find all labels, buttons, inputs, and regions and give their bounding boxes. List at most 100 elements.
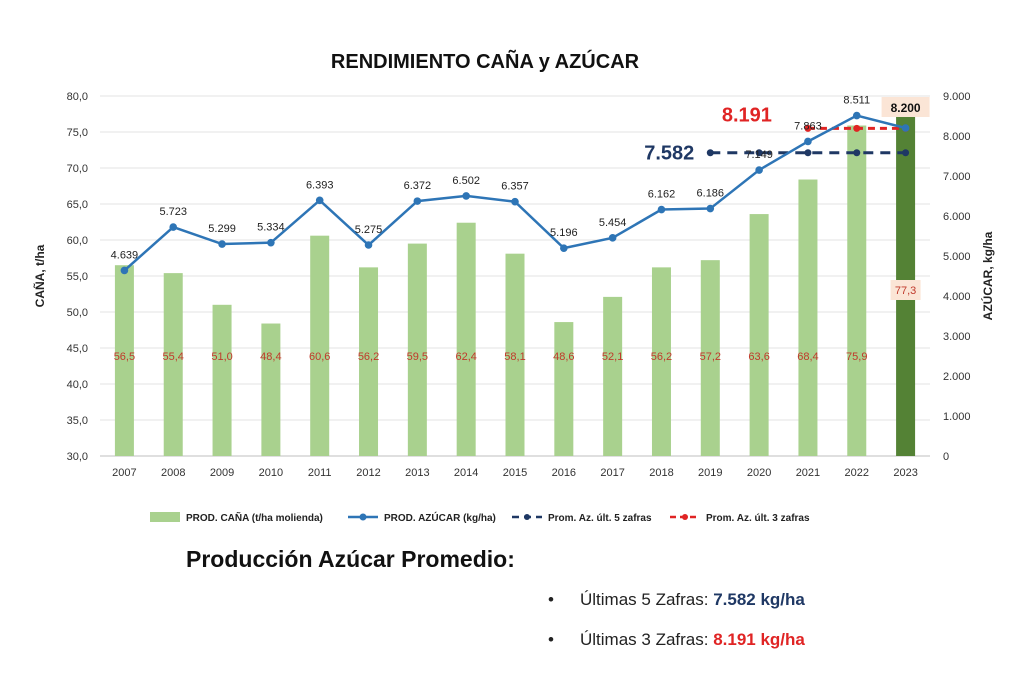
bar	[651, 267, 671, 456]
avg5-point	[706, 149, 714, 157]
bar-value-label: 51,0	[211, 351, 232, 363]
bar-value-label: 77,3	[895, 285, 916, 297]
avg3-label: 8.191	[722, 104, 772, 126]
sugar-value-label: 7.863	[794, 120, 822, 132]
summary-item-last5: • Últimas 5 Zafras: 7.582 kg/ha	[548, 588, 805, 628]
sugar-point	[657, 205, 666, 214]
y-left-tick-label: 80,0	[67, 91, 88, 103]
avg5-point	[853, 149, 861, 157]
sugar-point	[218, 240, 226, 248]
x-tick-label: 2008	[161, 467, 185, 479]
y-left-tick-label: 35,0	[67, 415, 88, 427]
x-tick-label: 2016	[552, 467, 576, 479]
x-tick-label: 2009	[210, 467, 234, 479]
sugar-point	[755, 166, 763, 174]
legend-label-sugar: PROD. AZÚCAR (kg/ha)	[384, 511, 496, 524]
avg3-point	[853, 124, 861, 132]
summary-list: • Últimas 5 Zafras: 7.582 kg/ha • Últimas …	[548, 588, 805, 668]
y-right-tick-label: 2.000	[943, 371, 971, 383]
bullet-icon: •	[548, 630, 554, 649]
bar	[847, 125, 867, 457]
sugar-value-label: 8.200	[891, 101, 921, 115]
legend-marker-sugar	[359, 513, 367, 521]
bar-value-label: 57,2	[700, 351, 721, 363]
bar	[554, 322, 574, 456]
sugar-value-label: 5.334	[257, 222, 285, 234]
y-right-tick-label: 1.000	[943, 411, 971, 423]
sugar-point	[169, 223, 178, 231]
avg5-point	[755, 149, 763, 157]
sugar-point	[901, 124, 910, 132]
bar	[163, 273, 183, 456]
summary-item-last3: • Últimas 3 Zafras: 8.191 kg/ha	[548, 628, 805, 668]
bar-value-label: 60,6	[309, 351, 330, 363]
y-left-tick-label: 50,0	[67, 307, 88, 319]
sugar-line	[123, 114, 906, 272]
bar	[407, 243, 427, 456]
sugar-point	[804, 137, 812, 146]
summary-label-last5: Últimas 5 Zafras:	[580, 590, 714, 609]
bar	[114, 265, 134, 456]
bar	[261, 323, 281, 456]
x-tick-label: 2020	[747, 467, 771, 479]
bar-value-label: 68,4	[797, 351, 818, 363]
bar-value-label: 63,6	[748, 351, 769, 363]
x-tick-label: 2015	[503, 467, 527, 479]
bar	[505, 253, 525, 456]
legend-marker-avg5	[524, 514, 530, 520]
y-left-tick-label: 75,0	[67, 127, 88, 139]
y-left-tick-label: 60,0	[67, 235, 88, 247]
x-tick-label: 2019	[698, 467, 722, 479]
x-tick-label: 2010	[259, 467, 283, 479]
summary-value-last3: 8.191 kg/ha	[713, 630, 805, 649]
bar-value-label: 75,9	[846, 351, 867, 363]
avg5-label: 7.582	[644, 143, 694, 165]
sugar-value-label: 5.275	[355, 224, 383, 236]
bar	[212, 304, 232, 456]
bar-value-label: 52,1	[602, 351, 623, 363]
y-right-tick-label: 6.000	[943, 211, 971, 223]
bar-value-label: 56,2	[358, 351, 379, 363]
chart: RENDIMIENTO CAÑA y AZÚCAR 30,0 35,0 40,0 45…	[32, 49, 995, 524]
bar-value-label: 48,4	[260, 351, 281, 363]
y-right-tick-label: 4.000	[943, 291, 971, 303]
summary-label-last3: Últimas 3 Zafras:	[580, 630, 714, 649]
chart-title: RENDIMIENTO CAÑA y AZÚCAR	[331, 49, 640, 73]
bar	[700, 260, 720, 456]
sugar-value-label: 6.357	[501, 181, 529, 193]
bar	[603, 296, 623, 456]
summary-value-last5: 7.582 kg/ha	[713, 590, 805, 609]
legend-marker-avg3	[682, 514, 688, 520]
sugar-value-label: 5.454	[599, 217, 627, 229]
bar	[310, 235, 330, 456]
legend-label-cane: PROD. CAÑA (t/ha molienda)	[186, 511, 323, 524]
y-right-tick-label: 8.000	[943, 131, 971, 143]
sugar-value-label: 6.162	[648, 189, 676, 201]
bar-value-highlight	[890, 280, 921, 300]
bar-value-label: 56,2	[651, 351, 672, 363]
sugar-value-label: 6.502	[452, 175, 480, 187]
y-left-tick-label: 45,0	[67, 343, 88, 355]
summary-title: Producción Azúcar Promedio:	[186, 546, 515, 572]
sugar-value-label: 7.149	[745, 149, 773, 161]
bar	[798, 179, 818, 456]
bar-value-label: 56,5	[114, 351, 135, 363]
x-tick-label: 2017	[600, 467, 624, 479]
y-left-tick-label: 30,0	[67, 451, 88, 463]
bar	[359, 267, 379, 456]
bar	[749, 214, 769, 456]
x-tick-label: 2021	[796, 467, 820, 479]
bar	[456, 222, 476, 456]
x-tick-label: 2023	[893, 467, 917, 479]
sugar-point	[608, 234, 617, 242]
x-tick-label: 2018	[649, 467, 673, 479]
y-left-tick-label: 40,0	[67, 379, 88, 391]
x-tick-label: 2011	[308, 467, 332, 479]
sugar-value-label: 4.639	[111, 249, 139, 261]
bar-value-label: 58,1	[504, 351, 525, 363]
sugar-point	[120, 266, 129, 275]
legend-label-avg3: Prom. Az. últ. 3 zafras	[706, 513, 810, 524]
sugar-point	[560, 244, 568, 252]
avg5-point	[902, 149, 910, 157]
y-right-tick-label: 5.000	[943, 251, 971, 263]
